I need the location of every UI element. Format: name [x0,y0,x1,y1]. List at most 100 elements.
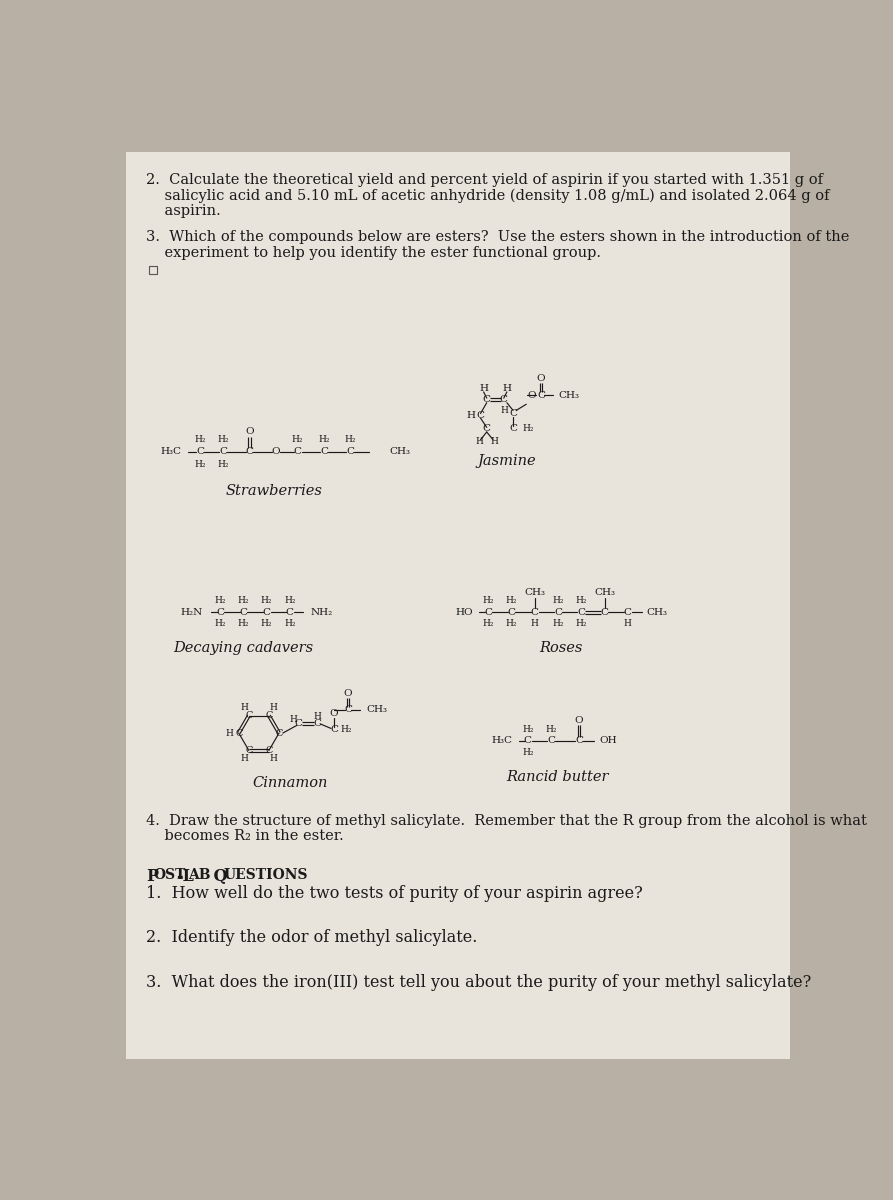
Text: 4.  Draw the structure of methyl salicylate.  Remember that the R group from the: 4. Draw the structure of methyl salicyla… [146,814,867,828]
Text: C: C [294,448,302,456]
Text: H₂: H₂ [522,748,533,757]
Text: salicylic acid and 5.10 mL of acetic anhydride (density 1.08 g/mL) and isolated : salicylic acid and 5.10 mL of acetic anh… [146,188,830,203]
Text: C: C [196,448,204,456]
Text: C: C [530,607,538,617]
Text: P: P [146,868,158,884]
Text: H₂: H₂ [522,425,534,433]
Text: H₂: H₂ [218,436,229,444]
Bar [149,265,157,274]
Text: C: C [624,607,631,617]
Text: H₂: H₂ [194,436,205,444]
Text: 2.  Calculate the theoretical yield and percent yield of aspirin if you started : 2. Calculate the theoretical yield and p… [146,173,823,187]
Text: O: O [246,427,254,437]
Text: C: C [483,425,491,433]
Text: OH: OH [599,737,617,745]
Text: H₂: H₂ [345,436,356,444]
Text: Jasmine: Jasmine [478,455,536,468]
Text: H₂: H₂ [218,460,229,469]
Text: C: C [483,395,491,404]
Text: Decaying cadavers: Decaying cadavers [173,642,313,655]
Text: C: C [524,737,532,745]
Text: C: C [320,448,328,456]
Text: H₂: H₂ [505,596,517,605]
Text: H: H [270,703,278,713]
Text: H₂: H₂ [284,619,296,629]
Text: H₂: H₂ [318,436,330,444]
Text: C: C [245,712,253,720]
Text: CH₃: CH₃ [558,390,579,400]
Text: aspirin.: aspirin. [146,204,221,218]
Text: C: C [235,728,242,738]
Text: H₂: H₂ [238,619,249,629]
Text: H: H [313,712,321,721]
Text: becomes R₂ in the ester.: becomes R₂ in the ester. [146,829,344,844]
Text: CH₃: CH₃ [647,607,667,617]
Text: H₂: H₂ [552,596,563,605]
Text: H: H [490,437,498,445]
Text: Rancid butter: Rancid butter [506,770,608,784]
Text: HO: HO [455,607,472,617]
Text: H₃C: H₃C [491,737,513,745]
Text: CH₃: CH₃ [594,588,615,596]
Text: C: C [344,706,352,714]
Text: O: O [330,708,338,718]
Text: C: C [554,607,562,617]
Text: H₂: H₂ [214,619,226,629]
Text: H₂: H₂ [214,596,226,605]
Text: O: O [344,689,353,697]
Text: 1.  How well do the two tests of purity of your aspirin agree?: 1. How well do the two tests of purity o… [146,884,643,901]
Text: C: C [507,607,515,617]
Text: H: H [290,715,297,724]
Text: Cinnamon: Cinnamon [252,776,328,790]
Text: C: C [295,719,303,728]
Text: H: H [467,410,476,420]
Text: C: C [330,726,338,734]
Text: H₂: H₂ [552,619,563,629]
Text: O: O [574,716,583,725]
Text: H₂: H₂ [261,596,272,605]
Text: C: C [477,410,485,420]
Text: C: C [577,607,585,617]
Text: C: C [216,607,224,617]
Text: C: C [239,607,247,617]
Text: experiment to help you identify the ester functional group.: experiment to help you identify the este… [146,246,602,259]
Text: C: C [346,448,355,456]
Text: C: C [219,448,227,456]
Text: C: C [484,607,492,617]
Text: O: O [528,390,536,400]
Text: 3.  What does the iron(III) test tell you about the purity of your methyl salicy: 3. What does the iron(III) test tell you… [146,974,812,991]
Text: H: H [226,728,233,738]
Text: OST: OST [154,868,186,882]
Text: H: H [240,754,248,763]
Text: Q: Q [208,868,228,884]
Text: H₂: H₂ [340,726,352,734]
Text: UESTIONS: UESTIONS [224,868,308,882]
Text: H₂: H₂ [482,619,494,629]
Text: C: C [500,395,508,404]
Text: CH₃: CH₃ [367,706,388,714]
Text: H₂: H₂ [194,460,205,469]
Text: NH₂: NH₂ [310,607,332,617]
Text: 3.  Which of the compounds below are esters?  Use the esters shown in the introd: 3. Which of the compounds below are este… [146,230,850,245]
Text: C: C [509,425,517,433]
Text: 2.  Identify the odor of methyl salicylate.: 2. Identify the odor of methyl salicylat… [146,929,478,947]
Text: -L: -L [176,868,194,884]
Text: H: H [240,703,248,713]
Text: H: H [530,619,538,629]
Text: C: C [313,719,321,728]
Text: O: O [537,373,546,383]
Text: C: C [286,607,294,617]
Text: H₂: H₂ [505,619,517,629]
Text: C: C [600,607,608,617]
Text: H₂N: H₂N [180,607,203,617]
Text: H: H [270,754,278,763]
Text: H₂: H₂ [284,596,296,605]
Text: C: C [245,746,253,755]
Text: C: C [537,390,545,400]
Text: C: C [547,737,555,745]
Text: H: H [501,406,508,415]
Text: C: C [263,607,271,617]
Text: H₂: H₂ [575,596,587,605]
Text: H₃C: H₃C [161,448,181,456]
FancyBboxPatch shape [126,151,789,1058]
